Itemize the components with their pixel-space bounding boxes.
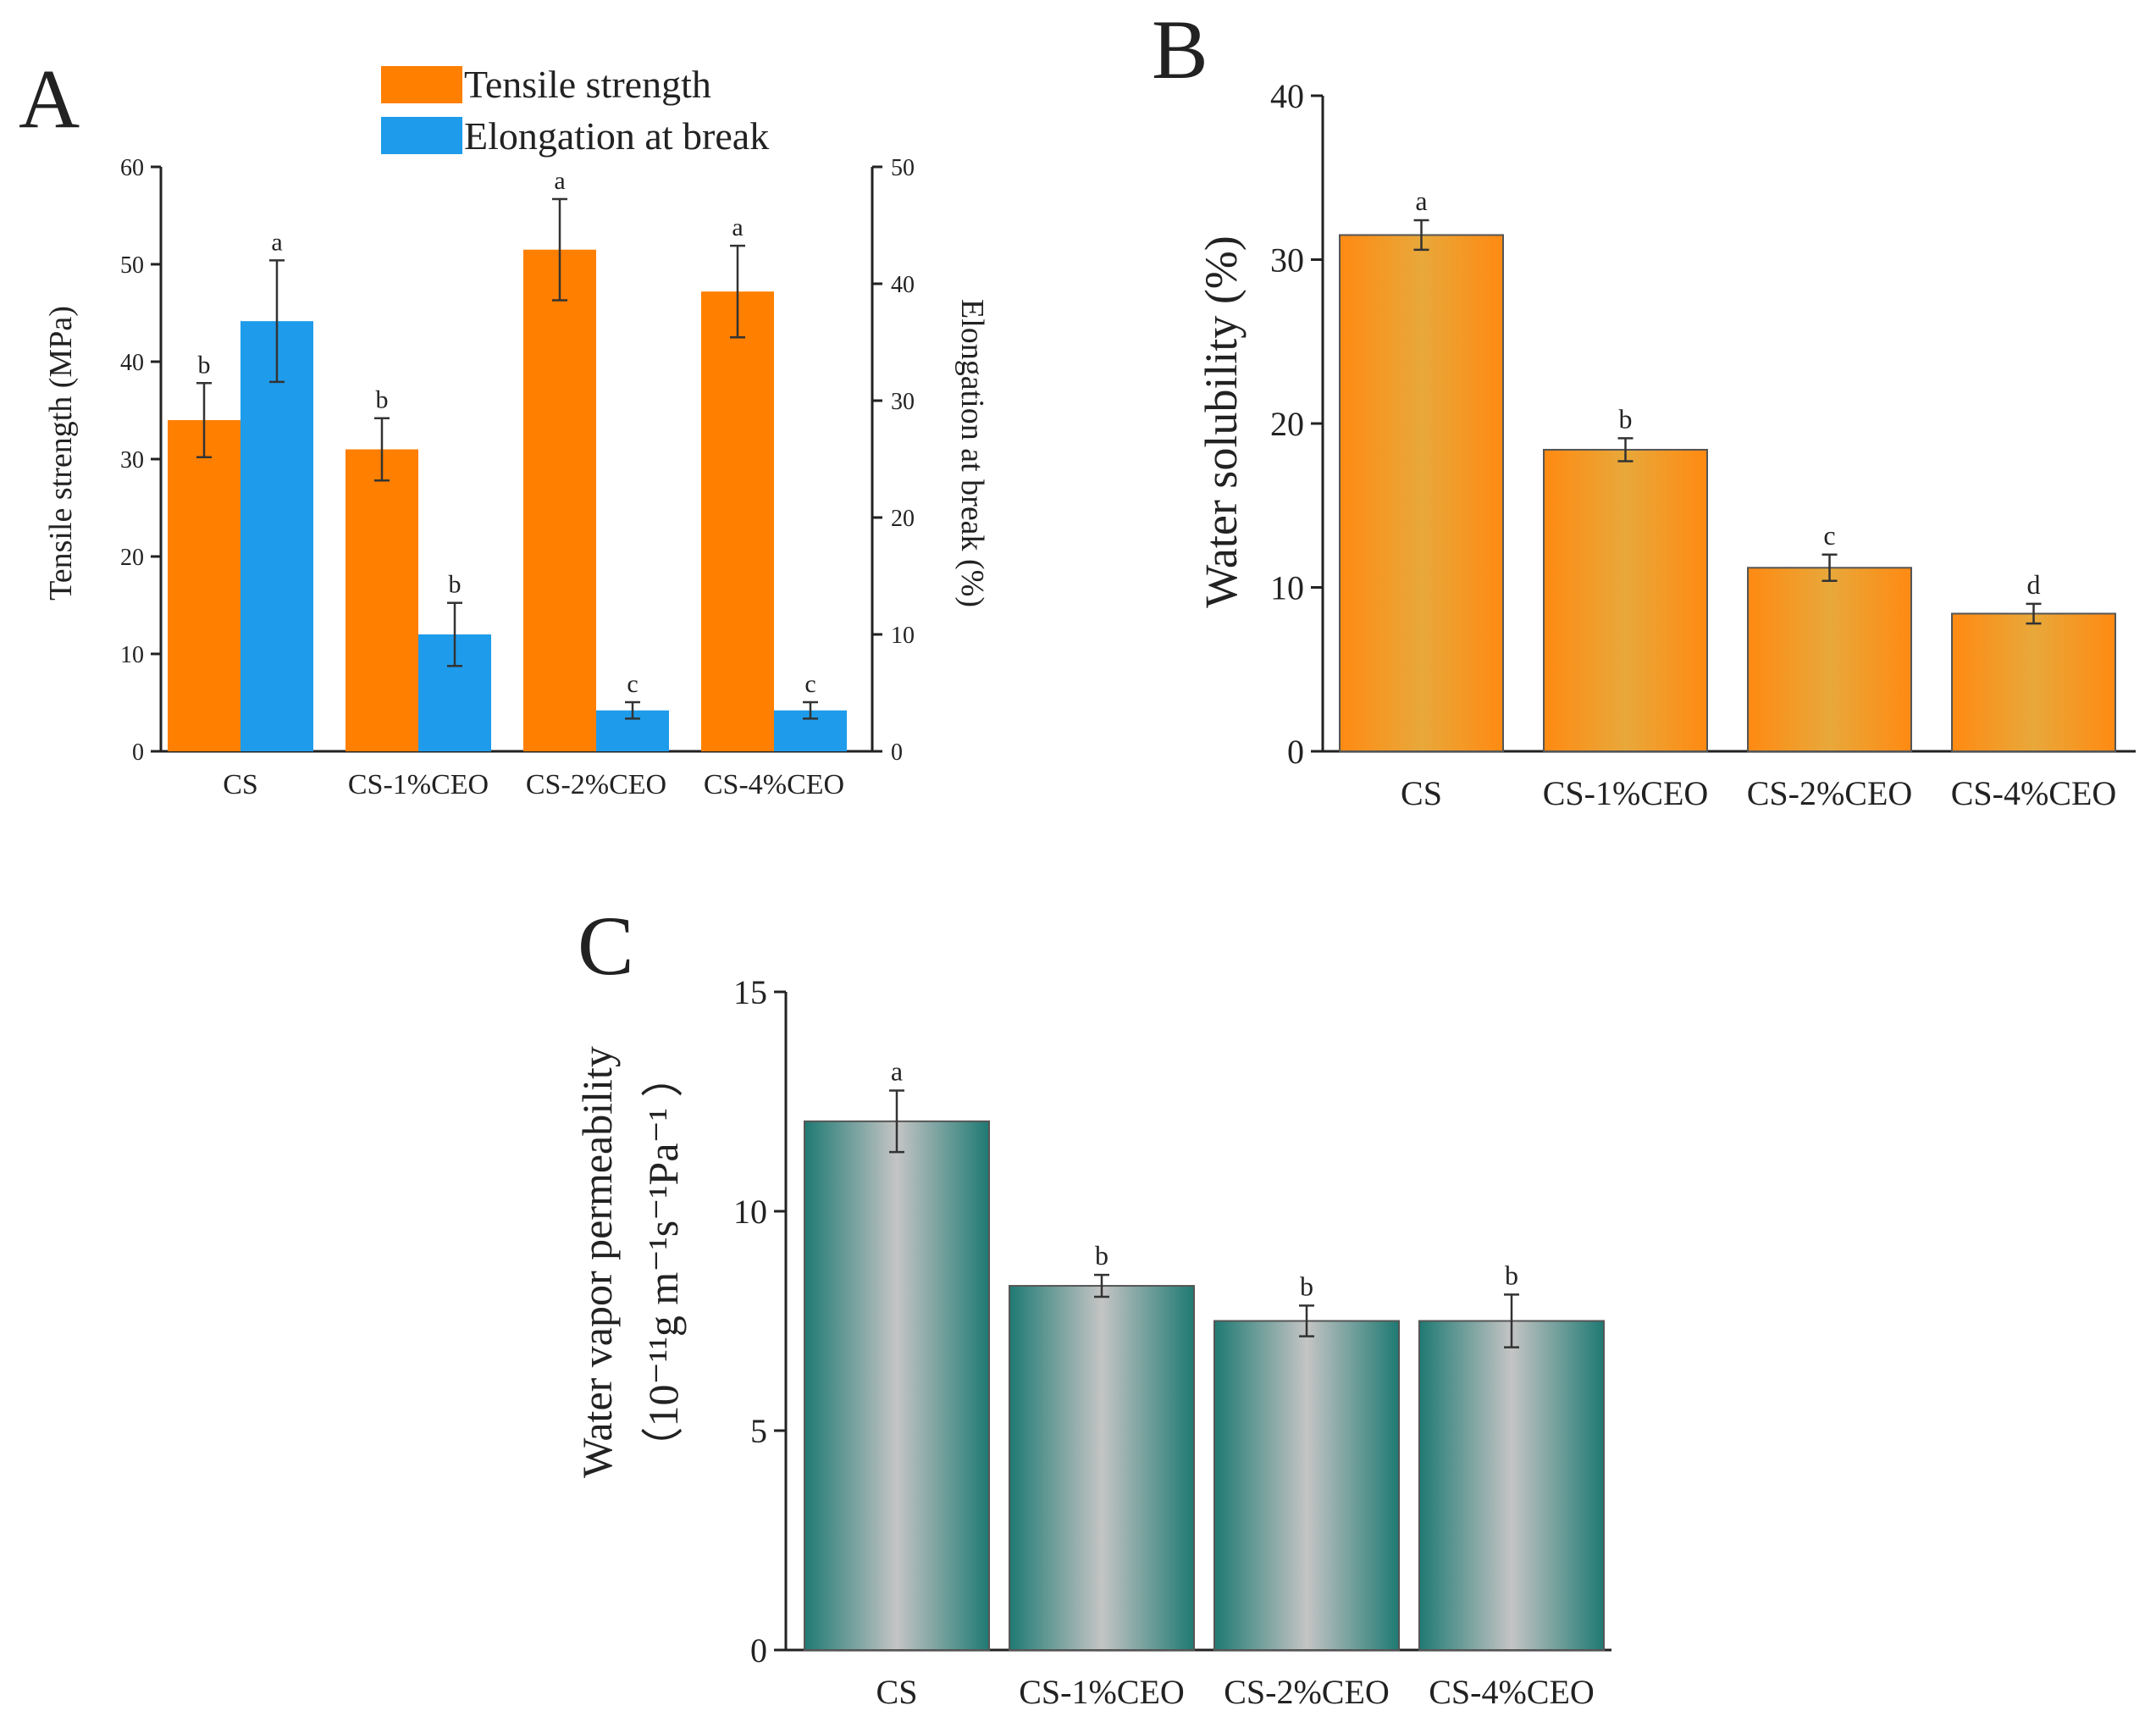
panel-b-y-tick-label: 0 [1287,733,1304,771]
elongation-bar [240,321,313,751]
panel-c-y-tick-label: 0 [750,1631,767,1669]
solubility-significance-letter: b [1619,403,1633,434]
elongation-significance-letter: a [271,228,282,256]
panel-a-x-tick-label: CS-4%CEO [704,769,844,800]
panel-a-y2-tick-label: 10 [891,623,915,649]
panel-a-y-tick-label: 60 [120,155,144,181]
wvp-significance-letter: b [1300,1271,1313,1301]
panel-c-y-tick-label: 5 [750,1412,767,1450]
legend-label-tensile: Tensile strength [464,63,711,106]
tensile-significance-letter: a [554,167,565,195]
panel-c-x-tick-label: CS-2%CEO [1224,1673,1390,1711]
panel-a-y2-tick-label: 0 [891,739,903,766]
panel-a-y2-tick-label: 30 [891,389,915,415]
wvp-significance-letter: a [891,1056,903,1087]
panel-c-chart: Water vapor permeability （10⁻¹¹g m⁻¹s⁻¹P… [573,973,1611,1711]
panel-c-x-tick-label: CS-1%CEO [1019,1673,1185,1711]
panel-a-chart: Tensile strength Elongation at break Ten… [43,63,990,800]
panel-b-y-tick-label: 20 [1270,405,1304,443]
panel-label-b: B [1152,3,1208,97]
y-axis-label-tensile: Tensile strength (MPa) [43,306,79,601]
solubility-significance-letter: a [1415,185,1427,216]
panel-b-chart: Water solubility (%) 0 10 20 30 40 a CS b CS-1%C… [1196,77,2136,812]
panel-label-a: A [19,52,80,146]
panel-b-x-tick-label: CS-1%CEO [1543,774,1709,812]
wvp-bar [804,1120,990,1652]
legend-swatch-tensile [381,66,462,103]
panel-a-y-tick-label: 10 [120,642,144,668]
panel-c-y-tick-label: 15 [733,973,767,1011]
tensile-significance-letter: a [732,213,743,241]
panel-a-y-tick-label: 30 [120,447,144,473]
tensile-bar [523,249,596,751]
y-axis-label-solubility: Water solubility (%) [1196,235,1247,608]
panel-b-x-tick-label: CS [1401,774,1442,812]
wvp-bar [1213,1320,1400,1651]
panel-a-y2-tick-label: 40 [891,272,915,298]
panel-a-y-tick-label: 50 [120,252,144,279]
panel-a-y2-tick-label: 20 [891,506,915,532]
wvp-bar [1418,1320,1605,1651]
panel-a-x-tick-label: CS-2%CEO [526,769,666,800]
elongation-significance-letter: c [804,670,815,698]
legend-swatch-elongation [381,117,462,154]
tensile-significance-letter: b [198,351,211,379]
panel-a-y-tick-label: 40 [120,350,144,376]
solubility-bar [1747,567,1912,753]
elongation-significance-letter: c [627,670,638,698]
legend-label-elongation: Elongation at break [464,114,769,158]
y-axis-label-wvp-units: （10⁻¹¹g m⁻¹s⁻¹Pa⁻¹ ） [639,1055,687,1470]
panel-b-x-tick-label: CS-4%CEO [1951,774,2117,812]
y-axis-label-wvp: Water vapor permeability [573,1046,621,1478]
tensile-bar [168,420,240,751]
panel-a-x-tick-label: CS [223,769,258,800]
panel-c-x-tick-label: CS [876,1673,918,1711]
panel-a-y2-tick-label: 50 [891,155,915,181]
panel-b-y-tick-label: 10 [1270,569,1304,607]
y-axis-label-elongation: Elongation at break (%) [954,299,990,607]
wvp-significance-letter: b [1095,1240,1108,1271]
solubility-significance-letter: d [2027,569,2041,600]
tensile-bar [701,291,774,751]
tensile-significance-letter: b [376,386,389,414]
panel-a-x-tick-label: CS-1%CEO [348,769,489,800]
panel-b-y-tick-label: 40 [1270,77,1304,115]
panel-c-x-tick-label: CS-4%CEO [1429,1673,1595,1711]
tensile-bar [346,449,418,751]
panel-b-x-tick-label: CS-2%CEO [1747,774,1913,812]
panel-a-y-tick-label: 0 [132,739,144,766]
panel-b-y-tick-label: 30 [1270,241,1304,280]
solubility-bar [1951,612,2116,753]
elongation-significance-letter: b [449,571,462,599]
panel-c-y-tick-label: 10 [733,1193,767,1231]
panel-label-c: C [578,899,634,993]
solubility-bar [1543,448,1708,753]
solubility-bar [1339,234,1504,753]
wvp-significance-letter: b [1505,1260,1518,1290]
solubility-significance-letter: c [1823,520,1835,551]
wvp-bar [1009,1285,1195,1652]
panel-a-y-tick-label: 20 [120,545,144,571]
